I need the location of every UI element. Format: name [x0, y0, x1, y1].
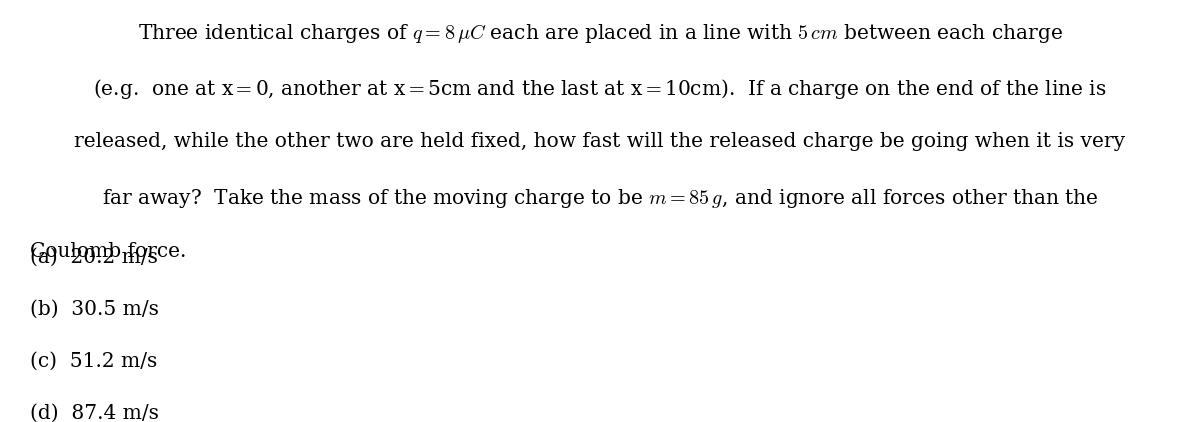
Text: released, while the other two are held fixed, how fast will the released charge : released, while the other two are held f… — [74, 132, 1126, 151]
Text: (c)  51.2 m/s: (c) 51.2 m/s — [30, 352, 157, 371]
Text: Three identical charges of $q = 8\,\mu C$ each are placed in a line with $5\,cm$: Three identical charges of $q = 8\,\mu C… — [138, 22, 1062, 45]
Text: (b)  30.5 m/s: (b) 30.5 m/s — [30, 300, 158, 319]
Text: (d)  87.4 m/s: (d) 87.4 m/s — [30, 404, 158, 422]
Text: (a)  20.2 m/s: (a) 20.2 m/s — [30, 248, 158, 267]
Text: Coulomb force.: Coulomb force. — [30, 242, 186, 261]
Text: far away?  Take the mass of the moving charge to be $m = 85\,g$, and ignore all : far away? Take the mass of the moving ch… — [102, 187, 1098, 210]
Text: (e.g.  one at x$=$0, another at x$=$5cm and the last at x$=$10cm).  If a charge : (e.g. one at x$=$0, another at x$=$5cm a… — [94, 77, 1106, 101]
